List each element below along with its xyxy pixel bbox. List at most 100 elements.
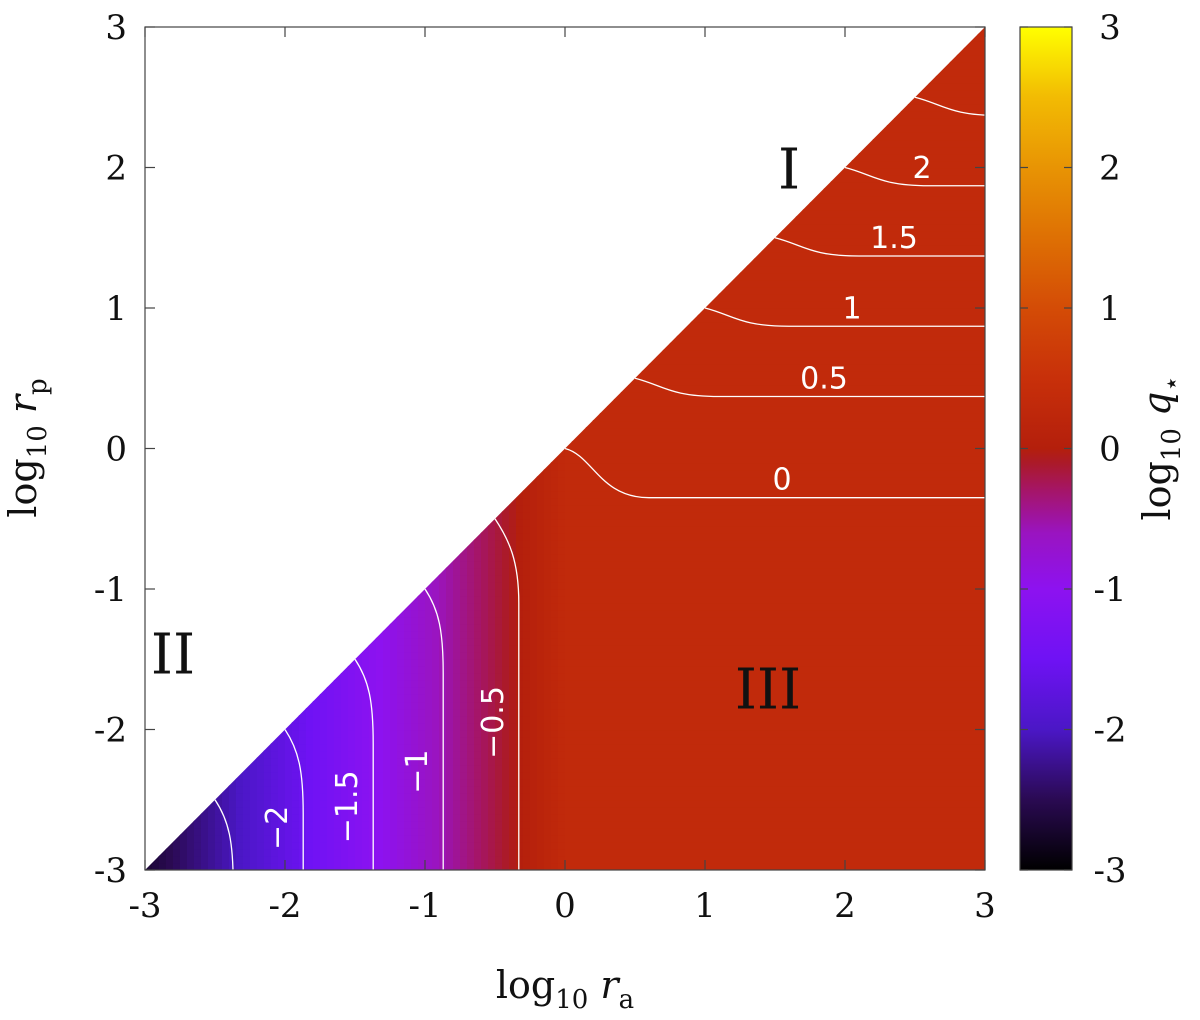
heatmap-cell xyxy=(600,539,608,548)
heatmap-cell xyxy=(740,511,748,520)
heatmap-cell xyxy=(572,532,580,541)
heatmap-cell xyxy=(495,652,503,660)
heatmap-cell xyxy=(481,539,489,548)
heatmap-cell xyxy=(691,799,699,808)
heatmap-cell xyxy=(488,680,496,688)
heatmap-cell xyxy=(544,455,552,464)
heatmap-cell xyxy=(733,553,741,562)
heatmap-cell xyxy=(467,680,475,688)
heatmap-cell xyxy=(271,855,279,864)
heatmap-cell xyxy=(600,799,608,808)
heatmap-cell xyxy=(621,610,629,618)
heatmap-cell xyxy=(593,694,601,703)
heatmap-cell xyxy=(824,343,832,351)
heatmap-cell xyxy=(621,785,629,794)
heatmap-cell xyxy=(264,834,272,843)
heatmap-cell xyxy=(551,680,559,688)
heatmap-cell xyxy=(733,862,741,870)
heatmap-cell xyxy=(425,680,433,688)
heatmap-cell xyxy=(810,518,818,527)
heatmap-cell xyxy=(775,820,783,829)
heatmap-cell xyxy=(565,504,573,513)
heatmap-cell xyxy=(495,806,503,815)
heatmap-cell xyxy=(775,743,783,752)
heatmap-cell xyxy=(551,504,559,513)
heatmap-cell xyxy=(635,694,643,703)
heatmap-cell xyxy=(803,518,811,527)
heatmap-cell xyxy=(796,631,804,639)
heatmap-cell xyxy=(607,708,615,717)
heatmap-cell xyxy=(446,855,454,864)
heatmap-cell xyxy=(453,820,461,829)
heatmap-cell xyxy=(607,827,615,836)
heatmap-cell xyxy=(621,617,629,625)
heatmap-cell xyxy=(740,272,748,281)
heatmap-cell xyxy=(530,539,538,548)
heatmap-cell xyxy=(481,687,489,695)
heatmap-cell xyxy=(376,666,384,674)
heatmap-cell xyxy=(782,223,790,232)
heatmap-cell xyxy=(635,434,643,443)
heatmap-cell xyxy=(712,652,720,660)
heatmap-cell xyxy=(222,834,230,843)
heatmap-cell xyxy=(397,638,405,646)
heatmap-cell xyxy=(726,420,734,429)
heatmap-cell xyxy=(544,715,552,724)
heatmap-cell xyxy=(705,315,713,323)
heatmap-cell xyxy=(446,603,454,611)
heatmap-cell xyxy=(614,532,622,541)
heatmap-cell xyxy=(768,645,776,653)
heatmap-cell xyxy=(348,834,356,843)
heatmap-cell xyxy=(530,560,538,569)
heatmap-cell xyxy=(565,518,573,527)
heatmap-cell xyxy=(649,497,657,506)
heatmap-cell xyxy=(775,455,783,464)
heatmap-cell xyxy=(509,722,517,731)
heatmap-cell xyxy=(593,610,601,618)
heatmap-cell xyxy=(663,490,671,499)
heatmap-cell xyxy=(775,441,783,450)
heatmap-cell xyxy=(523,820,531,829)
heatmap-cell xyxy=(152,855,160,864)
heatmap-cell xyxy=(726,462,734,471)
heatmap-cell xyxy=(677,820,685,829)
heatmap-cell xyxy=(803,666,811,674)
heatmap-cell xyxy=(761,406,769,414)
heatmap-cell xyxy=(656,504,664,513)
heatmap-cell xyxy=(565,631,573,639)
heatmap-cell xyxy=(404,603,412,611)
heatmap-cell xyxy=(761,757,769,766)
heatmap-cell xyxy=(670,490,678,499)
heatmap-cell xyxy=(390,617,398,625)
heatmap-cell xyxy=(747,300,755,309)
heatmap-cell xyxy=(600,596,608,604)
heatmap-cell xyxy=(306,827,314,836)
heatmap-cell xyxy=(817,687,825,695)
heatmap-cell xyxy=(579,834,587,843)
heatmap-cell xyxy=(691,708,699,717)
heatmap-cell xyxy=(775,757,783,766)
heatmap-cell xyxy=(803,315,811,323)
heatmap-cell xyxy=(362,638,370,646)
heatmap-cell xyxy=(656,343,664,351)
heatmap-cell xyxy=(775,581,783,590)
heatmap-cell xyxy=(712,736,720,745)
heatmap-cell xyxy=(754,293,762,302)
heatmap-cell xyxy=(355,862,363,870)
heatmap-cell xyxy=(789,806,797,815)
heatmap-cell xyxy=(747,469,755,478)
heatmap-cell xyxy=(537,511,545,520)
heatmap-cell xyxy=(537,722,545,731)
heatmap-cell xyxy=(558,511,566,520)
heatmap-cell xyxy=(684,694,692,703)
heatmap-cell xyxy=(824,427,832,436)
heatmap-cell xyxy=(537,518,545,527)
heatmap-cell xyxy=(817,581,825,590)
heatmap-cell xyxy=(740,504,748,513)
heatmap-cell xyxy=(796,420,804,429)
heatmap-cell xyxy=(362,729,370,738)
heatmap-cell xyxy=(383,673,391,681)
heatmap-cell xyxy=(390,743,398,752)
heatmap-cell xyxy=(817,286,825,295)
heatmap-cell xyxy=(642,736,650,745)
